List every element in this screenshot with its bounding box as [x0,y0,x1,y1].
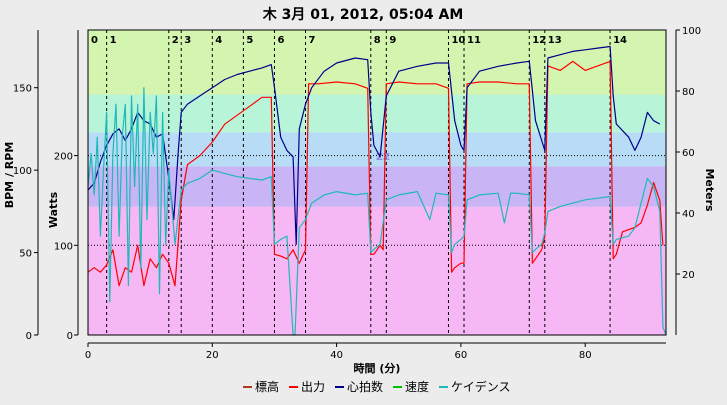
series-line-3 [87,45,661,245]
time-axis: 0 20 40 60 80 [85,342,666,361]
series-line-2 [87,60,664,287]
interval-label-8: 8 [374,35,381,46]
watts-tick-label-200: 200 [54,152,73,163]
bpm-axis-title: BPM / RPM [3,142,16,209]
interval-label-11: 11 [467,35,481,46]
interval-label-14: 14 [613,35,627,46]
series-lines [87,45,667,336]
bpm-tick-label-100: 100 [13,166,32,177]
interval-label-3: 3 [184,35,191,46]
meters-tick-label-40: 40 [682,209,695,220]
watts-tick-label-100: 100 [54,241,73,252]
series-line-5 [87,87,667,336]
meters-axis-title: Meters [703,168,716,212]
x-tick-label-40: 40 [330,350,343,361]
watermark: zz [376,149,390,163]
watts-axis-title: Watts [47,191,60,228]
zone-band-1 [88,206,666,335]
bpm-axis: 0 50 100 150 [13,30,39,342]
legend-label-5: ケイデンス [451,379,511,394]
reference-lines [88,155,666,246]
x-tick-label-60: 60 [455,350,468,361]
interval-label-10: 10 [451,35,465,46]
interval-label-9: 9 [389,35,396,46]
interval-label-0: 0 [91,35,98,46]
legend-label-1: 標高 [255,379,279,394]
watts-tick-label-0: 0 [67,331,73,342]
interval-label-7: 7 [309,35,316,46]
interval-label-13: 13 [548,35,562,46]
bpm-tick-label-150: 150 [13,84,32,95]
zone-band-3 [88,132,666,167]
interval-label-12: 12 [532,35,546,46]
x-tick-label-0: 0 [85,350,91,361]
meters-tick-label-20: 20 [682,270,695,281]
zone-band-5 [88,30,666,95]
meters-tick-label-80: 80 [682,87,695,98]
bpm-tick-label-0: 0 [26,331,32,342]
x-tick-label-80: 80 [579,350,592,361]
interval-label-4: 4 [215,35,222,46]
x-tick-label-20: 20 [206,350,219,361]
meters-tick-label-100: 100 [682,26,701,37]
power-zones [88,30,666,335]
interval-label-5: 5 [246,35,253,46]
legend: 標高 出力 心拍数 速度 ケイデンス [243,379,511,394]
x-axis-title: 時間 (分) [354,361,401,375]
legend-label-4: 速度 [405,379,429,394]
chart-title: 木 3月 01, 2012, 05:04 AM [262,6,464,23]
interval-label-1: 1 [110,35,117,46]
plot-frame [87,29,667,336]
watts-axis: 0 100 200 [54,30,79,342]
legend-label-2: 出力 [301,380,325,394]
meters-tick-label-60: 60 [682,148,695,159]
interval-label-6: 6 [277,35,284,46]
zone-band-4 [88,94,666,133]
legend-label-3: 心拍数 [347,379,383,394]
interval-label-2: 2 [172,35,179,46]
meters-axis: 20 40 60 80 100 [675,26,701,335]
bpm-tick-label-50: 50 [19,249,32,260]
